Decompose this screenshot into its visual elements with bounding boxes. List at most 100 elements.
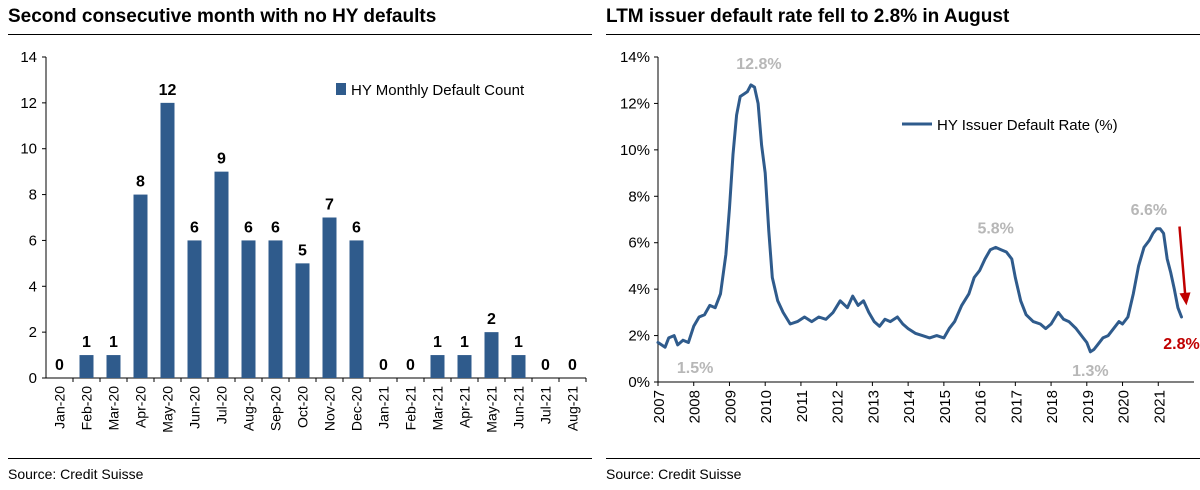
annotation-label: 1.3% xyxy=(1072,363,1108,380)
x-tick-label: Aug-21 xyxy=(565,386,581,431)
bar xyxy=(511,355,526,378)
source-rule xyxy=(606,458,1200,459)
bar xyxy=(268,240,283,378)
left-source-note: Source: Credit Suisse xyxy=(8,466,144,482)
bar xyxy=(349,240,364,378)
x-tick-label: Jun-21 xyxy=(511,386,527,429)
bar xyxy=(322,217,337,378)
right-chart-panel: LTM issuer default rate fell to 2.8% in … xyxy=(604,0,1200,490)
y-tick-label: 14% xyxy=(620,49,650,66)
x-tick-label: 2021 xyxy=(1151,390,1168,423)
bar-value-label: 0 xyxy=(55,357,64,374)
bar-value-label: 2 xyxy=(487,311,496,328)
x-tick-label: Feb-20 xyxy=(79,386,95,431)
x-tick-label: 2008 xyxy=(687,390,704,423)
bar-value-label: 8 xyxy=(136,174,145,191)
annotation-label: 5.8% xyxy=(977,220,1013,237)
y-tick-label: 4 xyxy=(29,278,37,295)
bar-value-label: 6 xyxy=(244,219,253,236)
x-tick-label: Dec-20 xyxy=(349,386,365,431)
bar-value-label: 0 xyxy=(379,357,388,374)
bar xyxy=(133,194,148,378)
annotation-label: 2.8% xyxy=(1163,336,1199,353)
x-tick-label: Sep-20 xyxy=(268,386,284,431)
bar xyxy=(187,240,202,378)
down-arrow-shaft xyxy=(1178,226,1187,299)
y-tick-label: 12% xyxy=(620,95,650,112)
x-tick-label: May-20 xyxy=(160,386,176,433)
bar xyxy=(241,240,256,378)
y-tick-label: 4% xyxy=(628,281,650,298)
x-tick-label: 2017 xyxy=(1008,390,1025,423)
bar-value-label: 1 xyxy=(433,334,442,351)
title-underline xyxy=(606,34,1200,35)
bar-value-label: 7 xyxy=(325,197,334,214)
bar xyxy=(79,355,94,378)
x-tick-label: Mar-20 xyxy=(106,386,122,431)
x-tick-label: 2011 xyxy=(794,390,811,422)
x-tick-label: 2015 xyxy=(937,390,954,423)
y-tick-label: 0% xyxy=(628,374,650,391)
bar-value-label: 9 xyxy=(217,151,226,168)
source-rule xyxy=(8,458,592,459)
y-tick-label: 6 xyxy=(29,232,37,249)
y-tick-label: 2 xyxy=(29,324,37,341)
x-tick-label: 2007 xyxy=(651,390,668,423)
bar-value-label: 0 xyxy=(568,357,577,374)
x-tick-label: Jan-21 xyxy=(376,386,392,429)
bar-value-label: 12 xyxy=(159,82,177,99)
y-tick-label: 6% xyxy=(628,235,650,252)
x-tick-label: Apr-20 xyxy=(133,386,149,428)
down-arrow-head xyxy=(1179,292,1191,306)
bar-value-label: 1 xyxy=(109,334,118,351)
bar-value-label: 0 xyxy=(541,357,550,374)
y-tick-label: 8 xyxy=(29,187,37,204)
bar-value-label: 0 xyxy=(406,357,415,374)
x-tick-label: Aug-20 xyxy=(241,386,257,431)
bar xyxy=(106,355,121,378)
legend-swatch xyxy=(336,83,346,95)
x-tick-label: Jul-20 xyxy=(214,386,230,424)
x-tick-label: 2012 xyxy=(830,390,847,423)
bar-value-label: 6 xyxy=(271,219,280,236)
legend-label: HY Monthly Default Count xyxy=(351,82,525,99)
annotation-label: 1.5% xyxy=(677,360,713,377)
bar-value-label: 1 xyxy=(82,334,91,351)
x-tick-label: 2013 xyxy=(865,390,882,423)
right-chart-title: LTM issuer default rate fell to 2.8% in … xyxy=(606,6,1010,27)
x-tick-label: 2018 xyxy=(1044,390,1061,423)
bar-value-label: 5 xyxy=(298,242,307,259)
left-chart-title: Second consecutive month with no HY defa… xyxy=(8,6,437,27)
title-underline xyxy=(8,34,592,35)
annotation-label: 6.6% xyxy=(1131,202,1167,219)
x-tick-label: 2019 xyxy=(1080,390,1097,423)
y-tick-label: 2% xyxy=(628,328,650,345)
x-tick-label: Apr-21 xyxy=(457,386,473,428)
y-tick-label: 10 xyxy=(20,141,37,158)
x-tick-label: Nov-20 xyxy=(322,386,338,431)
x-tick-label: 2016 xyxy=(973,390,990,423)
bar-value-label: 6 xyxy=(352,219,361,236)
annotation-label: 12.8% xyxy=(736,56,781,73)
bar xyxy=(295,263,310,378)
default-rate-line xyxy=(656,83,1183,354)
bar xyxy=(160,102,175,378)
bar xyxy=(457,355,472,378)
x-tick-label: Oct-20 xyxy=(295,386,311,428)
bar xyxy=(430,355,445,378)
bar-chart: 024681012140Jan-201Feb-201Mar-208Apr-201… xyxy=(20,49,587,433)
line-chart: 0% 2% 4% 6% 8% 10% 12% 14% 2007 2008 2009 2010 2011 2… xyxy=(620,49,1200,423)
x-tick-label: Jul-21 xyxy=(538,386,554,424)
bar-value-label: 1 xyxy=(460,334,469,351)
y-tick-label: 0 xyxy=(29,370,37,387)
x-tick-label: Jun-20 xyxy=(187,386,203,429)
bar-value-label: 1 xyxy=(514,334,523,351)
right-source-note: Source: Credit Suisse xyxy=(606,466,742,482)
x-tick-label: 2014 xyxy=(901,390,918,423)
x-tick-label: Jan-20 xyxy=(52,386,68,429)
bar-value-label: 6 xyxy=(190,219,199,236)
bar xyxy=(484,332,499,378)
x-tick-label: 2010 xyxy=(758,390,775,423)
left-chart-panel: Second consecutive month with no HY defa… xyxy=(0,0,592,490)
y-tick-label: 12 xyxy=(20,95,37,112)
